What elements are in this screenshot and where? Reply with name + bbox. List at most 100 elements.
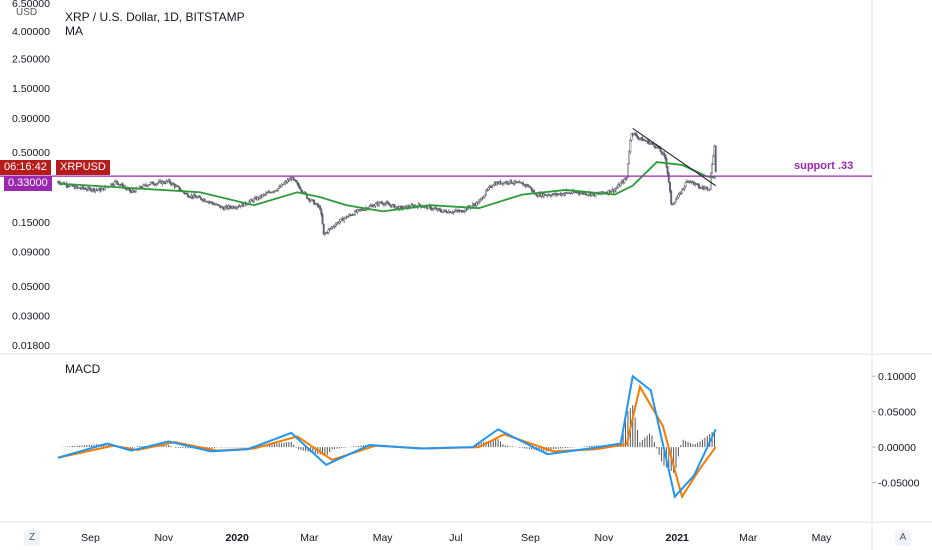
candle-body: [378, 201, 380, 206]
candle-body: [277, 188, 279, 191]
candle-body: [482, 196, 485, 200]
candle-body: [643, 139, 646, 142]
candle-body: [453, 210, 456, 213]
candle-body: [663, 152, 665, 156]
candle-body: [441, 211, 444, 213]
candle-body: [666, 166, 669, 174]
candle-body: [90, 189, 93, 192]
candle-body: [619, 182, 622, 187]
candle-body: [429, 206, 432, 210]
candle-body: [614, 188, 617, 191]
candle-body: [343, 218, 346, 222]
candle-body: [198, 196, 201, 198]
candle-body: [486, 189, 489, 191]
symbol-title[interactable]: XRP / U.S. Dollar, 1D, BITSTAMP: [65, 10, 245, 24]
candle-body: [374, 203, 377, 207]
candle-body: [228, 205, 231, 208]
candle-body: [418, 203, 421, 206]
candle-body: [333, 226, 336, 228]
price-tick-label: 0.15000: [12, 217, 50, 229]
candle-body: [87, 186, 90, 190]
macd-tick-label: -0.05000: [878, 478, 920, 490]
candle-body: [158, 181, 160, 184]
auto-scale-button[interactable]: A: [895, 530, 911, 546]
candle-body: [684, 182, 687, 187]
candle-body: [530, 187, 533, 192]
candle-body: [391, 204, 394, 208]
candle-body: [461, 210, 463, 213]
candle-body: [393, 204, 396, 209]
candle-body: [165, 180, 168, 184]
zoom-button[interactable]: Z: [24, 530, 40, 546]
candle-body: [548, 194, 551, 196]
candle-body: [237, 206, 240, 208]
time-tick-label: Mar: [300, 532, 319, 544]
candle-body: [313, 199, 316, 205]
candle-body: [584, 192, 587, 196]
candle-body: [477, 201, 480, 205]
candle-body: [329, 227, 332, 230]
candle-body: [172, 182, 175, 185]
candle-body: [327, 229, 330, 233]
candle-body: [551, 194, 554, 197]
price-tick-label: 0.50000: [12, 147, 50, 159]
candle-body: [528, 186, 531, 188]
candle-body: [129, 188, 132, 192]
candle-body: [283, 182, 285, 185]
candle-body: [499, 181, 502, 185]
candle-body: [84, 188, 87, 190]
candle-body: [361, 209, 364, 211]
candle-body: [626, 163, 629, 179]
candle-body: [634, 132, 637, 135]
candle-body: [708, 188, 711, 191]
candle-body: [712, 155, 715, 165]
candle-body: [676, 197, 679, 200]
candle-body: [354, 210, 356, 216]
ticker-tag: XRPUSD: [56, 160, 110, 175]
candle-body: [261, 194, 264, 198]
ma-indicator-label[interactable]: MA: [65, 24, 83, 38]
price-tick-label: 1.50000: [12, 83, 50, 95]
macd-tick-label: 0.00000: [878, 442, 916, 454]
candle-body: [647, 140, 650, 145]
candle-body: [681, 188, 683, 194]
time-tick-label: 2021: [666, 532, 690, 544]
candle-body: [149, 182, 152, 185]
candle-body: [316, 203, 319, 207]
candle-body: [210, 201, 213, 204]
candle-body: [628, 151, 631, 164]
candle-body: [506, 181, 509, 184]
candle-body: [463, 210, 466, 212]
candle-body: [272, 191, 275, 193]
candle-body: [714, 145, 717, 172]
candle-body: [203, 198, 206, 202]
macd-tick-label: 0.05000: [878, 407, 916, 419]
candle-body: [76, 186, 79, 188]
candle-body: [487, 187, 490, 191]
candle-body: [168, 179, 171, 184]
time-tick-label: 2020: [225, 532, 249, 544]
candle-body: [590, 193, 593, 196]
candle-body: [527, 184, 530, 187]
candle-body: [451, 212, 454, 214]
candle-body: [275, 190, 278, 192]
candle-body: [234, 207, 237, 209]
trend-line: [632, 127, 716, 187]
candle-body: [677, 194, 680, 198]
candle-body: [266, 192, 269, 194]
candle-body: [301, 189, 304, 193]
price-tick-label: 6.50000: [12, 0, 50, 10]
candle-body: [449, 211, 451, 213]
candle-body: [711, 164, 714, 174]
candle-body: [387, 202, 390, 205]
candle-body: [675, 199, 677, 203]
time-tick-label: Jul: [449, 532, 462, 544]
support-annotation[interactable]: support .33: [794, 160, 854, 172]
candle-body: [492, 184, 495, 187]
candle-body: [263, 194, 266, 196]
candle-body: [148, 183, 151, 186]
macd-indicator-label[interactable]: MACD: [65, 362, 101, 376]
macd-line: [57, 374, 717, 499]
candle-body: [386, 202, 389, 204]
